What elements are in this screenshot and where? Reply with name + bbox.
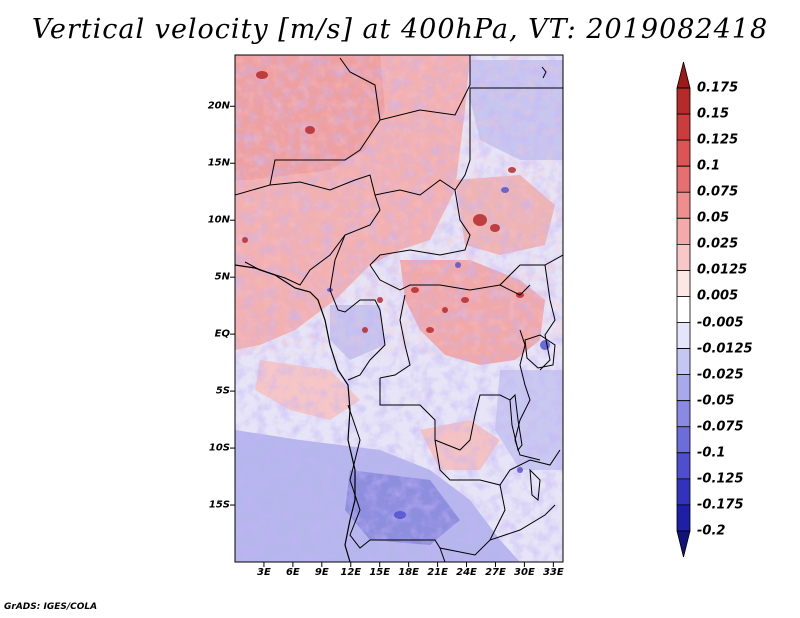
lon-tick-label: 12E (340, 567, 362, 578)
lat-tick-label: 15S (208, 499, 230, 511)
lakes (509, 66, 556, 501)
colorbar-level-label: -0.025 (697, 367, 744, 383)
colorbar-segment (676, 530, 691, 558)
colorbar-level-label: -0.075 (697, 419, 744, 435)
lat-tick-label: 5S (215, 385, 230, 397)
colorbar-level-label: -0.005 (697, 315, 744, 331)
colorbar-level-label: -0.2 (697, 523, 726, 539)
colorbar-level-label: 0.0125 (697, 262, 748, 278)
lat-tick-marks (230, 105, 235, 506)
colorbar-segment (676, 452, 691, 480)
colorbar-level-label: 0.1 (697, 158, 721, 174)
lat-tick-label: 10S (208, 442, 230, 454)
lat-tick-label: 15N (207, 157, 230, 169)
chart-title: Vertical velocity [m/s] at 400hPa, VT: 2… (31, 14, 769, 45)
colorbar (676, 61, 691, 558)
colorbar-segment (676, 374, 691, 402)
lat-tick-label: 20N (207, 100, 230, 112)
lon-tick-label: 27E (485, 567, 506, 578)
country-borders (235, 55, 563, 562)
colorbar-segment (676, 61, 691, 89)
lon-tick-label: 3E (257, 567, 271, 578)
lon-tick-label: 30E (514, 567, 535, 578)
colorbar-level-label: -0.05 (697, 393, 735, 409)
colorbar-level-label: 0.075 (697, 184, 739, 200)
lon-tick-label: 15E (369, 567, 391, 578)
colorbar-segment (676, 87, 691, 115)
lat-tick-label: 10N (207, 214, 230, 226)
lon-tick-label: 21E (427, 567, 448, 578)
colorbar-segment (676, 322, 691, 349)
colorbar-level-label: 0.15 (697, 106, 730, 122)
colorbar-level-label: 0.05 (697, 210, 730, 226)
grads-credit: GrADS: IGES/COLA (4, 602, 98, 612)
lon-tick-label: 6E (285, 567, 300, 578)
lat-tick-label: 5N (214, 271, 230, 283)
colorbar-segment (676, 217, 691, 245)
colorbar-segment (676, 348, 691, 376)
lon-tick-marks (263, 562, 554, 567)
colorbar-level-label: 0.125 (697, 132, 739, 148)
colorbar-level-label: 0.025 (697, 236, 739, 252)
colorbar-level-label: 0.005 (697, 288, 739, 304)
lon-tick-label: 18E (398, 567, 420, 578)
lon-tick-label: 33E (542, 567, 564, 578)
colorbar-segment (676, 504, 691, 532)
colorbar-segment (676, 139, 691, 167)
colorbar-segment (676, 296, 691, 323)
colorbar-level-label: -0.175 (697, 497, 744, 513)
colorbar-level-label: -0.0125 (697, 341, 753, 357)
lat-tick-label: EQ (214, 328, 230, 340)
colorbar-segment (676, 113, 691, 141)
colorbar-segment (676, 191, 691, 219)
colorbar-segment (676, 400, 691, 428)
lon-tick-label: 9E (314, 567, 329, 578)
velocity-field (235, 55, 563, 562)
colorbar-segment (676, 165, 691, 193)
colorbar-segment (676, 478, 691, 506)
colorbar-segment (676, 270, 691, 297)
colorbar-segment (676, 426, 691, 454)
colorbar-segment (676, 243, 691, 271)
colorbar-level-label: -0.125 (697, 471, 744, 487)
colorbar-level-label: -0.1 (697, 445, 726, 461)
colorbar-level-label: 0.175 (697, 80, 739, 96)
map-frame (234, 54, 564, 563)
lon-tick-label: 24E (456, 567, 477, 578)
coastline (235, 264, 356, 562)
